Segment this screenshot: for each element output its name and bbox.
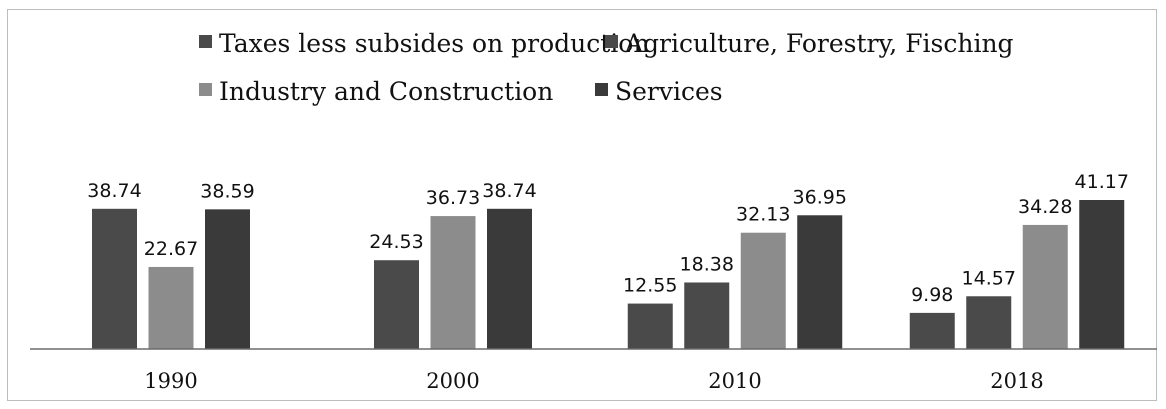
- value-label-2010-series-1: 12.55: [623, 275, 677, 297]
- bar-2018-series-2: [966, 296, 1012, 349]
- legend-label-1: Taxes less subsides on production: [219, 29, 649, 58]
- legend-label-2: Agriculture, Forestry, Fisching: [624, 29, 1014, 58]
- value-label-2000-series-2: 24.53: [369, 231, 423, 253]
- x-tick-2000: 2000: [426, 369, 479, 393]
- legend-swatch-4: [595, 83, 608, 96]
- bar-2010-series-3: [740, 232, 786, 349]
- value-label-2010-series-4: 36.95: [793, 186, 847, 208]
- x-tick-labels: 1990 2000 2010 2018: [144, 369, 1043, 393]
- bars: [92, 200, 1125, 349]
- bar-2000-series-2: [374, 260, 419, 349]
- value-label-2010-series-3: 32.13: [736, 204, 790, 226]
- legend-swatch-3: [199, 83, 212, 96]
- bar-1990-series-4: [205, 209, 250, 349]
- chart-frame: [7, 9, 1157, 401]
- legend: Taxes less subsides on productionAgricul…: [199, 29, 1014, 106]
- bar-2010-series-2: [684, 282, 730, 349]
- bar-2010-series-1: [627, 303, 673, 349]
- bar-2018-series-3: [1022, 224, 1068, 349]
- value-label-2018-series-1: 9.98: [911, 284, 953, 306]
- value-label-1990-series-4: 38.59: [200, 180, 254, 202]
- bar-1990-series-1: [92, 208, 137, 349]
- value-label-2018-series-4: 41.17: [1075, 171, 1129, 193]
- bar-2000-series-3: [430, 216, 476, 349]
- legend-swatch-2: [605, 35, 618, 48]
- legend-label-3: Industry and Construction: [219, 77, 553, 106]
- x-tick-2010: 2010: [708, 369, 761, 393]
- bar-1990-series-3: [148, 266, 194, 349]
- bar-2018-series-4: [1079, 200, 1125, 349]
- x-tick-1990: 1990: [144, 369, 197, 393]
- bar-2010-series-4: [797, 215, 843, 349]
- value-label-1990-series-1: 38.74: [87, 180, 141, 202]
- legend-swatch-1: [199, 35, 212, 48]
- value-label-2018-series-3: 34.28: [1018, 196, 1072, 218]
- value-label-2010-series-2: 18.38: [680, 253, 734, 275]
- x-tick-2018: 2018: [990, 369, 1043, 393]
- bar-2018-series-1: [909, 312, 955, 349]
- value-label-1990-series-3: 22.67: [144, 238, 198, 260]
- bar-2000-series-4: [487, 208, 532, 349]
- value-label-2018-series-2: 14.57: [962, 267, 1016, 289]
- value-label-2000-series-4: 38.74: [482, 180, 536, 202]
- value-label-2000-series-3: 36.73: [426, 187, 480, 209]
- legend-label-4: Services: [615, 77, 723, 106]
